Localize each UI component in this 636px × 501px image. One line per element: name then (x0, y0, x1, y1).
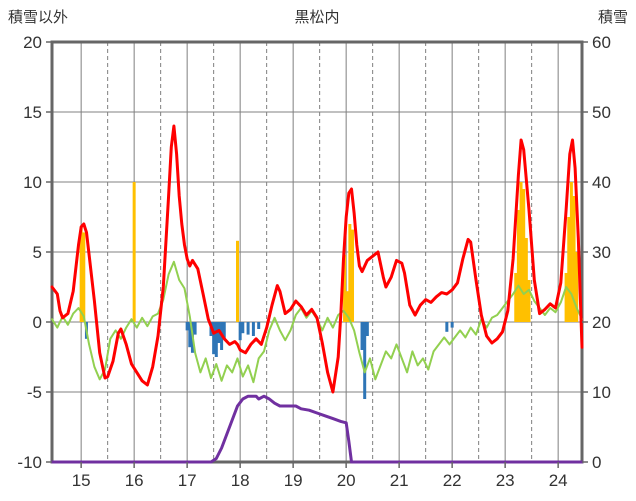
orange-bars-bar (564, 273, 568, 322)
left-axis-label: 積雪以外 (8, 9, 69, 26)
orange-bars-bar (351, 229, 355, 322)
axis-tick-label: 19 (284, 471, 303, 490)
axis-tick-label: 24 (549, 471, 568, 490)
axis-tick-label: 21 (390, 471, 409, 490)
horizontal-gridlines (52, 41, 582, 463)
temperature-line (50, 124, 584, 394)
axis-tick-label: 20 (592, 313, 611, 332)
right-axis-label: 積雪 (597, 9, 628, 26)
axis-tick-label: 50 (592, 103, 611, 122)
axis-tick-label: 16 (125, 471, 144, 490)
orange-bars-bar (575, 252, 579, 322)
axis-tick-label: 30 (592, 243, 611, 262)
blue-bars-bar (363, 322, 367, 399)
snow-depth-line (50, 394, 584, 464)
axis-tick-label: 15 (23, 103, 42, 122)
axis-tick-label: 20 (337, 471, 356, 490)
blue-bars-bar (238, 322, 242, 341)
axis-tick-label: -10 (17, 453, 42, 472)
orange-bars-bar (514, 273, 518, 322)
orange-bars-bar (569, 182, 573, 322)
axis-tick-label: 10 (592, 383, 611, 402)
orange-bars-bar (567, 217, 571, 322)
orange-bars-bar (519, 182, 523, 322)
blue-bars-bar (450, 322, 454, 328)
blue-bars-bar (214, 322, 218, 357)
orange-bars-bar (516, 210, 520, 322)
blue-bars-bar (257, 322, 261, 329)
orange-bars-bar (236, 240, 239, 322)
tick-marks (46, 41, 588, 468)
orange-bars-bar (82, 232, 86, 322)
orange-bars-bar (524, 238, 528, 322)
axis-tick-label: 20 (23, 33, 42, 52)
blue-bars-bar (188, 322, 192, 348)
blue-bars-bar (246, 322, 250, 335)
orange-bars-bar (348, 224, 352, 322)
axis-tick-label: 15 (72, 471, 91, 490)
axis-tick-label: -5 (27, 383, 42, 402)
blue-bars-bar (212, 322, 216, 355)
axis-tick-label: 5 (33, 243, 42, 262)
blue-bars-bar (365, 322, 369, 336)
blue-bars-bar (360, 322, 364, 350)
axis-tick-label: 17 (178, 471, 197, 490)
blue-bars-bar (222, 322, 226, 339)
axis-tick-label: 10 (23, 173, 42, 192)
blue-bars-bar (185, 322, 189, 331)
axis-tick-label: 22 (443, 471, 462, 490)
axis-tick-label: 18 (231, 471, 250, 490)
orange-bars-bar (522, 189, 526, 322)
blue-bars-bar (251, 322, 255, 336)
orange-bars (79, 182, 579, 322)
axis-tick-label: 23 (496, 471, 515, 490)
blue-bars-bar (445, 322, 449, 332)
chart-title: 黒松内 (294, 9, 340, 26)
axis-tick-label: 0 (33, 313, 42, 332)
axis-tick-label: 0 (592, 453, 601, 472)
orange-bars-bar (132, 182, 136, 322)
orange-bars-bar (79, 226, 83, 322)
orange-bars-bar (572, 196, 576, 322)
axis-tick-label: 60 (592, 33, 611, 52)
orange-bars-bar (343, 254, 347, 322)
blue-bars-bar (193, 322, 197, 335)
blue-bars-bar (241, 322, 245, 334)
orange-bars-bar (345, 291, 349, 322)
orange-bars-bar (527, 280, 531, 322)
axis-tick-label: 40 (592, 173, 611, 192)
